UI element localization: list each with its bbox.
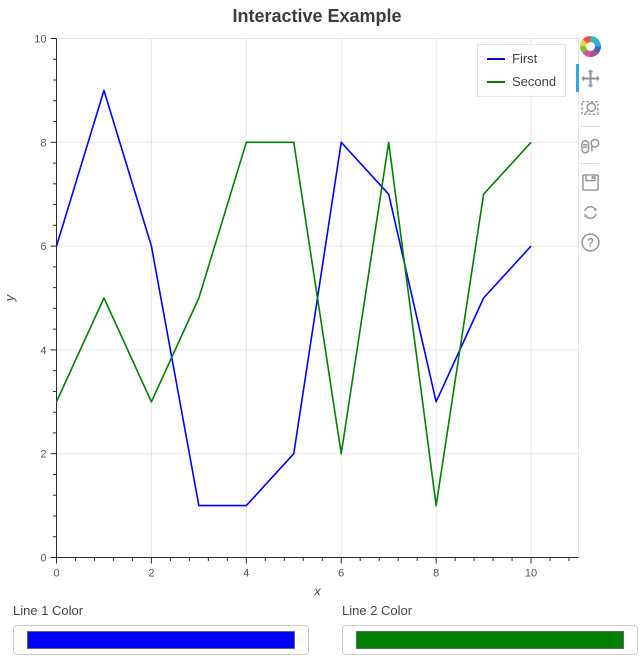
bokeh-logo-button[interactable]: [577, 33, 603, 59]
box-zoom-icon: [580, 100, 599, 115]
toolbar-divider: [581, 126, 599, 127]
toolbar: ?: [576, 33, 609, 257]
plot-figure: Interactive Example 0 2 4 6 8 10 0 2 4 6 8 10 x y Fir…: [0, 0, 642, 600]
help-icon: ?: [580, 232, 600, 252]
legend: First Second: [477, 44, 567, 97]
line1-color-swatch: [27, 631, 295, 649]
reset-icon: [583, 205, 597, 219]
box-zoom-tool-button[interactable]: [577, 95, 603, 121]
legend-label: Second: [512, 74, 557, 89]
legend-line-swatch: [487, 81, 505, 83]
svg-text:2: 2: [148, 568, 154, 580]
svg-text:10: 10: [34, 34, 46, 46]
svg-text:8: 8: [40, 137, 46, 149]
wheel-zoom-tool-button[interactable]: [577, 132, 603, 158]
legend-line-swatch: [487, 58, 505, 60]
pan-icon: [580, 68, 600, 88]
svg-text:8: 8: [433, 568, 439, 580]
line1-color-label: Line 1 Color: [13, 603, 84, 618]
save-tool-button[interactable]: [577, 169, 603, 195]
svg-text:x: x: [313, 584, 321, 599]
line1-color-picker: Line 1 Color: [13, 600, 309, 655]
svg-text:0: 0: [40, 553, 46, 565]
svg-text:2: 2: [40, 449, 46, 461]
legend-label: First: [512, 51, 538, 66]
plot-title: Interactive Example: [232, 6, 402, 26]
reset-tool-button[interactable]: [577, 199, 603, 225]
legend-item: First: [487, 52, 556, 66]
widget-row: Line 1 Color Line 2 Color: [0, 600, 642, 655]
line2-color-picker: Line 2 Color: [342, 600, 638, 655]
pan-tool-button[interactable]: [576, 64, 603, 92]
svg-text:4: 4: [243, 568, 249, 580]
save-icon: [581, 173, 599, 191]
svg-text:6: 6: [338, 568, 344, 580]
bokeh-logo-icon: [579, 35, 601, 57]
line2-color-label: Line 2 Color: [342, 603, 413, 618]
svg-text:6: 6: [40, 241, 46, 253]
legend-item: Second: [487, 75, 556, 89]
svg-text:10: 10: [525, 568, 537, 580]
toolbar-divider: [581, 163, 599, 164]
wheel-zoom-icon: [580, 138, 599, 154]
svg-text:0: 0: [53, 568, 59, 580]
chart-canvas[interactable]: 0 2 4 6 8 10 0 2 4 6 8 10 x y: [0, 0, 642, 600]
help-tool-button[interactable]: ?: [577, 229, 603, 255]
line1-color-button[interactable]: [13, 625, 309, 655]
line2-color-swatch: [356, 631, 624, 649]
line2-color-button[interactable]: [342, 625, 638, 655]
svg-text:?: ?: [586, 237, 593, 249]
svg-text:4: 4: [40, 345, 46, 357]
svg-text:y: y: [2, 293, 17, 302]
